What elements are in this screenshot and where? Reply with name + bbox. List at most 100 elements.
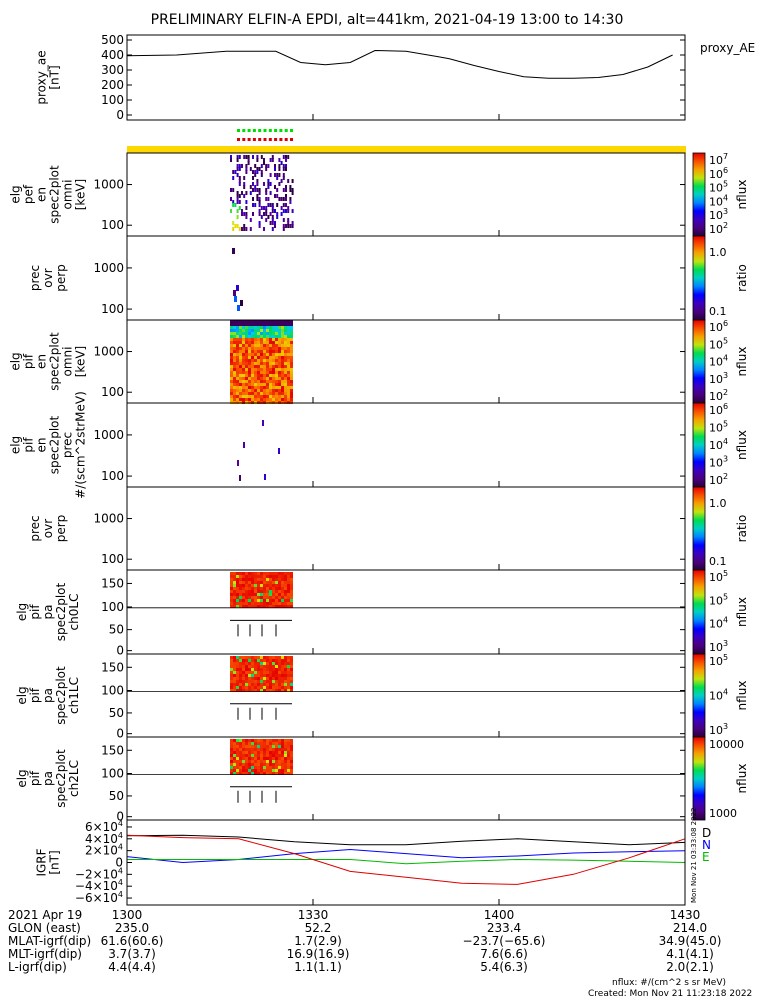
heatmap-cell <box>266 584 269 587</box>
heatmap-cell <box>260 656 263 659</box>
ephemeris-value: 34.9(45.0) <box>659 934 722 948</box>
heatmap-cell <box>245 191 248 195</box>
heatmap-cell <box>260 763 263 766</box>
heatmap-cell <box>256 155 259 159</box>
heatmap-cell <box>272 766 275 769</box>
colorbar-tick-label: 102 <box>709 472 728 487</box>
heatmap-cell <box>287 584 290 587</box>
heatmap-cell <box>242 739 245 742</box>
axis-label: ch1LC <box>67 677 81 714</box>
heatmap-cell <box>245 365 248 368</box>
heatmap-cell <box>281 350 284 353</box>
heatmap-cell <box>275 754 278 757</box>
heatmap-cell <box>254 602 257 605</box>
heatmap-cell <box>269 689 272 692</box>
heatmap-cell <box>266 602 269 605</box>
heatmap-cell <box>290 323 293 326</box>
heatmap-cell <box>282 173 285 177</box>
heatmap-cell <box>290 365 293 368</box>
heatmap-cell <box>233 347 236 350</box>
heatmap-cell <box>290 662 293 665</box>
heatmap-cell <box>278 356 281 359</box>
heatmap-cell <box>280 212 283 216</box>
axis-label: elg <box>15 769 29 787</box>
heatmap-cell <box>284 754 287 757</box>
heatmap-cell <box>278 668 281 671</box>
heatmap-cell <box>290 332 293 335</box>
heatmap-cell <box>272 596 275 599</box>
heatmap-cell <box>233 398 236 401</box>
heatmap-cell <box>269 590 272 593</box>
heatmap-cell <box>290 320 293 323</box>
heatmap-cell <box>266 748 269 751</box>
heatmap-cell <box>242 368 245 371</box>
heatmap-cell <box>239 677 242 680</box>
heatmap-cell <box>269 656 272 659</box>
heatmap-cell <box>275 353 278 356</box>
heatmap-cell <box>249 227 252 231</box>
heatmap-cell <box>239 599 242 602</box>
heatmap-cell <box>242 742 245 745</box>
heatmap-cell <box>284 380 287 383</box>
heatmap-cell <box>284 374 287 377</box>
heatmap-cell <box>245 329 248 332</box>
heatmap-cell <box>233 590 236 593</box>
heatmap-cell <box>272 365 275 368</box>
heatmap-cell <box>236 766 239 769</box>
heatmap-cell <box>272 392 275 395</box>
heatmap-cell <box>254 173 257 177</box>
ephemeris-value: 1.1(1.1) <box>294 960 342 974</box>
heatmap-cell <box>251 359 254 362</box>
heatmap-cell <box>260 745 263 748</box>
heatmap-cell <box>281 590 284 593</box>
ephemeris-value: 52.2 <box>305 921 332 935</box>
heatmap-cell <box>278 395 281 398</box>
heatmap-cell <box>236 751 239 754</box>
heatmap-cell <box>278 760 281 763</box>
heatmap-cell <box>243 442 245 448</box>
heatmap-cell <box>281 581 284 584</box>
heatmap-cell <box>278 587 281 590</box>
heatmap-cell <box>263 362 266 365</box>
heatmap-cell <box>282 155 285 159</box>
heatmap-cell <box>266 341 269 344</box>
heatmap-cell <box>278 377 281 380</box>
heatmap-cell <box>245 320 248 323</box>
heatmap-cell <box>254 599 257 602</box>
heatmap-cell <box>239 581 242 584</box>
heatmap-cell <box>272 662 275 665</box>
heatmap-cell <box>272 677 275 680</box>
heatmap-cell <box>248 320 251 323</box>
legend-entry: N <box>702 838 711 852</box>
heatmap-cell <box>254 329 257 332</box>
marker-green <box>290 129 293 132</box>
heatmap-cell <box>242 665 245 668</box>
exponent: 5 <box>723 336 728 345</box>
heatmap-cell <box>272 686 275 689</box>
heatmap-cell <box>233 335 236 338</box>
heatmap-cell <box>275 656 278 659</box>
colorbar <box>692 736 706 821</box>
heatmap-cell <box>287 659 290 662</box>
heatmap-cell <box>257 659 260 662</box>
heatmap-cell <box>287 383 290 386</box>
heatmap-cell <box>272 605 275 608</box>
heatmap-cell <box>263 326 266 329</box>
heatmap-cell <box>269 365 272 368</box>
heatmap-cell <box>248 754 251 757</box>
heatmap-cell <box>281 748 284 751</box>
heatmap-cell <box>236 763 239 766</box>
heatmap-cell <box>275 320 278 323</box>
heatmap-cell <box>248 665 251 668</box>
heatmap-cell <box>245 326 248 329</box>
heatmap-cell <box>257 329 260 332</box>
heatmap-cell <box>281 656 284 659</box>
heatmap-cell <box>257 590 260 593</box>
heatmap-cell <box>236 383 239 386</box>
heatmap-cell <box>233 368 236 371</box>
heatmap-cell <box>242 374 245 377</box>
heatmap-cell <box>245 335 248 338</box>
heatmap-cell <box>278 383 281 386</box>
heatmap-cell <box>266 587 269 590</box>
